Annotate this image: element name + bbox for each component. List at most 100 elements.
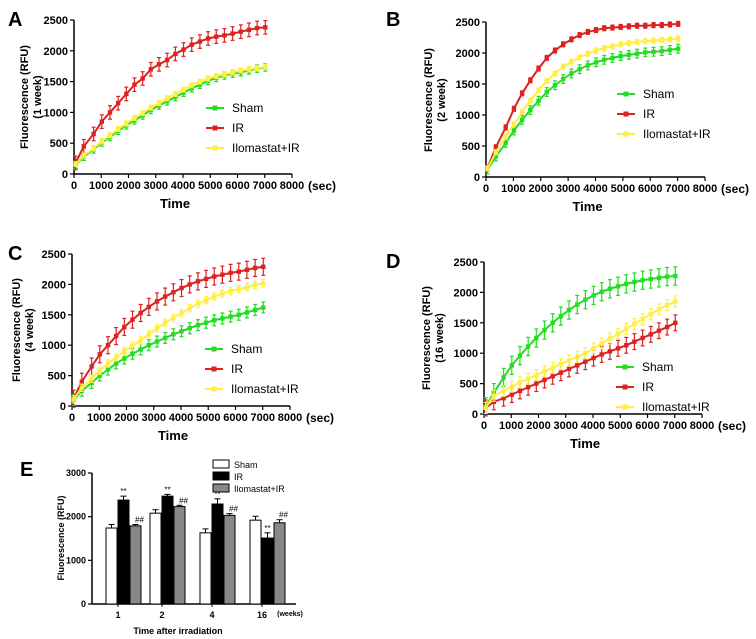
y-tick-label: 1000 — [42, 340, 66, 352]
data-point — [552, 71, 558, 76]
data-point — [552, 48, 558, 53]
y-tick-label: 2500 — [42, 249, 66, 261]
data-point — [252, 307, 258, 313]
data-point — [569, 59, 574, 64]
y-tick-label: 1500 — [456, 79, 480, 91]
data-point — [534, 372, 539, 378]
data-point — [220, 272, 225, 277]
significance-mark: ** — [164, 485, 170, 494]
x-tick-label: 5000 — [196, 412, 220, 424]
data-point — [591, 346, 596, 351]
data-point — [599, 352, 604, 357]
data-point — [577, 55, 582, 60]
data-point — [667, 22, 673, 27]
legend-label: IR — [643, 107, 655, 121]
data-point — [164, 96, 170, 101]
data-point — [164, 99, 170, 104]
data-point — [197, 79, 203, 84]
series-ilomastat-ir — [485, 35, 681, 172]
data-point — [643, 50, 648, 55]
x-unit-label: (sec) — [306, 411, 334, 425]
data-point — [195, 279, 201, 284]
data-point — [618, 24, 623, 30]
data-point — [656, 275, 662, 281]
data-point — [664, 302, 670, 308]
data-point — [615, 331, 621, 336]
data-point — [560, 42, 566, 47]
data-point — [148, 67, 154, 72]
data-point — [569, 37, 574, 42]
data-point — [528, 98, 533, 103]
data-point — [187, 325, 192, 331]
x-tick-label: 1000 — [89, 180, 113, 192]
panel-label: E — [20, 459, 33, 481]
data-point — [558, 361, 564, 367]
series-line — [72, 265, 264, 400]
data-point — [244, 310, 250, 315]
legend-label: IR — [231, 362, 243, 376]
data-point — [171, 332, 176, 337]
data-point — [146, 304, 152, 310]
series-sham — [485, 43, 681, 175]
data-point — [195, 301, 201, 307]
data-point — [569, 71, 574, 76]
data-point — [566, 358, 572, 363]
y-tick-label: 500 — [462, 141, 480, 153]
data-point — [244, 267, 250, 273]
data-point — [81, 153, 87, 158]
y-axis-title: Fluorescence (RFU) — [56, 495, 66, 580]
legend-marker — [622, 384, 628, 390]
legend-label: Ilomastat+IR — [643, 127, 711, 141]
x-tick-label: 4000 — [581, 420, 605, 432]
y-axis-title: Fluorescence (RFU)(2 week) — [423, 48, 448, 152]
data-point — [511, 106, 517, 111]
data-point — [602, 45, 607, 51]
x-axis-title: Time after irradiation — [133, 626, 222, 636]
data-point — [585, 29, 591, 35]
x-tick-label: 1000 — [87, 412, 111, 424]
x-tick-label: 1 — [115, 610, 120, 620]
legend-marker — [212, 145, 218, 151]
data-point — [585, 51, 591, 56]
data-point — [181, 47, 186, 52]
data-point — [615, 346, 621, 351]
data-point — [254, 65, 260, 71]
data-point — [574, 302, 580, 307]
x-tick-label: 5000 — [608, 420, 632, 432]
data-point — [583, 351, 588, 356]
data-point — [511, 128, 517, 133]
legend-label: Sham — [232, 101, 263, 115]
x-tick-label: 7000 — [253, 180, 277, 192]
data-point — [124, 91, 129, 97]
data-point — [673, 273, 678, 279]
x-tick-label: 1000 — [499, 420, 523, 432]
data-point — [599, 341, 604, 346]
data-point — [610, 43, 615, 49]
data-point — [503, 134, 508, 139]
x-unit-label: (sec) — [721, 182, 749, 196]
data-point — [656, 307, 662, 312]
x-tick-label: 2000 — [114, 412, 138, 424]
data-point — [162, 320, 168, 325]
panel-label: B — [386, 9, 400, 31]
data-point — [91, 145, 96, 151]
data-point — [501, 395, 506, 401]
data-point — [574, 354, 580, 360]
data-point — [648, 312, 653, 317]
bar — [129, 525, 142, 605]
data-point — [236, 312, 241, 317]
data-point — [593, 27, 599, 33]
y-tick-label: 2000 — [42, 279, 66, 291]
data-point — [483, 405, 488, 411]
data-point — [154, 339, 160, 344]
data-point — [122, 349, 127, 354]
y-tick-label: 3000 — [66, 468, 86, 478]
data-point — [181, 87, 186, 92]
data-point — [536, 66, 541, 71]
y-tick-label: 0 — [81, 599, 86, 609]
series-sham — [483, 266, 678, 417]
panel-label: A — [8, 9, 22, 31]
y-tick-label: 1000 — [456, 110, 480, 122]
bar — [223, 514, 236, 605]
data-point — [509, 392, 514, 397]
